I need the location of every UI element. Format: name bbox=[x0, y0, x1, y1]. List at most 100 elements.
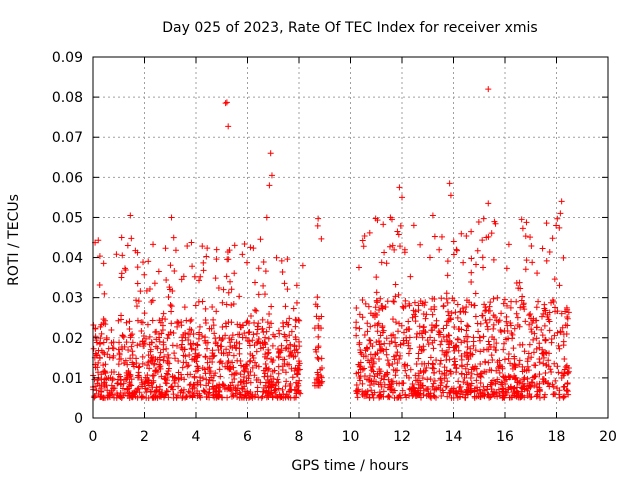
data-point bbox=[471, 302, 478, 309]
data-point bbox=[548, 336, 555, 343]
data-point bbox=[464, 338, 471, 345]
data-point bbox=[524, 380, 531, 387]
data-point bbox=[224, 359, 231, 366]
data-point bbox=[209, 377, 216, 384]
data-point bbox=[317, 372, 324, 379]
data-point bbox=[150, 241, 157, 248]
data-point bbox=[357, 359, 364, 366]
data-point bbox=[507, 304, 514, 311]
data-point bbox=[199, 298, 206, 305]
data-point bbox=[407, 345, 414, 352]
data-point bbox=[156, 388, 163, 395]
data-point bbox=[353, 319, 360, 326]
data-point bbox=[418, 346, 425, 353]
x-tick-label: 16 bbox=[496, 429, 514, 445]
data-point bbox=[265, 380, 272, 387]
data-point bbox=[139, 393, 146, 400]
data-point bbox=[420, 327, 427, 334]
data-point bbox=[296, 377, 303, 384]
data-point bbox=[402, 391, 409, 398]
data-point bbox=[245, 329, 252, 336]
data-point bbox=[407, 366, 414, 373]
data-point bbox=[486, 303, 493, 310]
data-point bbox=[105, 345, 112, 352]
data-point bbox=[395, 291, 402, 298]
data-point bbox=[430, 365, 437, 372]
data-point bbox=[232, 370, 239, 377]
data-point bbox=[194, 342, 201, 349]
data-point bbox=[93, 387, 100, 394]
data-point bbox=[468, 228, 475, 235]
data-point bbox=[391, 246, 398, 253]
data-point bbox=[223, 301, 230, 308]
data-point bbox=[235, 382, 242, 389]
data-point bbox=[431, 337, 438, 344]
data-point bbox=[213, 308, 220, 315]
data-point bbox=[362, 353, 369, 360]
data-point bbox=[465, 369, 472, 376]
data-point bbox=[503, 265, 510, 272]
data-point bbox=[175, 383, 182, 390]
data-point bbox=[295, 380, 302, 387]
data-point bbox=[444, 258, 451, 265]
data-point bbox=[521, 374, 528, 381]
data-point bbox=[428, 327, 435, 334]
data-point bbox=[534, 384, 541, 391]
data-point bbox=[541, 391, 548, 398]
data-point bbox=[393, 343, 400, 350]
data-point bbox=[158, 330, 165, 337]
data-point bbox=[549, 235, 556, 242]
data-point bbox=[104, 387, 111, 394]
data-point bbox=[543, 362, 550, 369]
data-point bbox=[565, 309, 572, 316]
data-point bbox=[505, 384, 512, 391]
data-point bbox=[146, 365, 153, 372]
data-point bbox=[391, 356, 398, 363]
data-point bbox=[531, 362, 538, 369]
data-point bbox=[353, 304, 360, 311]
data-point bbox=[364, 328, 371, 335]
data-point bbox=[463, 304, 470, 311]
data-point bbox=[213, 256, 220, 263]
data-point bbox=[507, 322, 514, 329]
data-point bbox=[202, 354, 209, 361]
data-point bbox=[263, 214, 270, 221]
data-point bbox=[419, 375, 426, 382]
data-point bbox=[122, 266, 129, 273]
data-point bbox=[134, 374, 141, 381]
data-point bbox=[363, 345, 370, 352]
data-point bbox=[261, 339, 268, 346]
data-point bbox=[399, 387, 406, 394]
data-point bbox=[380, 347, 387, 354]
data-point bbox=[105, 392, 112, 399]
data-point bbox=[524, 355, 531, 362]
data-point bbox=[146, 341, 153, 348]
data-point bbox=[518, 216, 525, 223]
data-point bbox=[534, 391, 541, 398]
data-point bbox=[459, 305, 466, 312]
data-point bbox=[519, 363, 526, 370]
data-point bbox=[286, 315, 293, 322]
data-point bbox=[146, 286, 153, 293]
data-point bbox=[405, 350, 412, 357]
data-point bbox=[134, 280, 141, 287]
data-point bbox=[487, 381, 494, 388]
data-point bbox=[98, 371, 105, 378]
data-point bbox=[170, 234, 177, 241]
data-point bbox=[138, 319, 145, 326]
data-point bbox=[528, 326, 535, 333]
data-point bbox=[505, 351, 512, 358]
data-point bbox=[430, 380, 437, 387]
data-point bbox=[156, 338, 163, 345]
data-point bbox=[545, 316, 552, 323]
data-point bbox=[286, 332, 293, 339]
data-point bbox=[178, 341, 185, 348]
data-point bbox=[540, 349, 547, 356]
data-point bbox=[211, 330, 218, 337]
data-point bbox=[281, 331, 288, 338]
data-point bbox=[191, 390, 198, 397]
data-point bbox=[255, 338, 262, 345]
data-point bbox=[429, 383, 436, 390]
data-point bbox=[361, 232, 368, 239]
data-point bbox=[247, 379, 254, 386]
